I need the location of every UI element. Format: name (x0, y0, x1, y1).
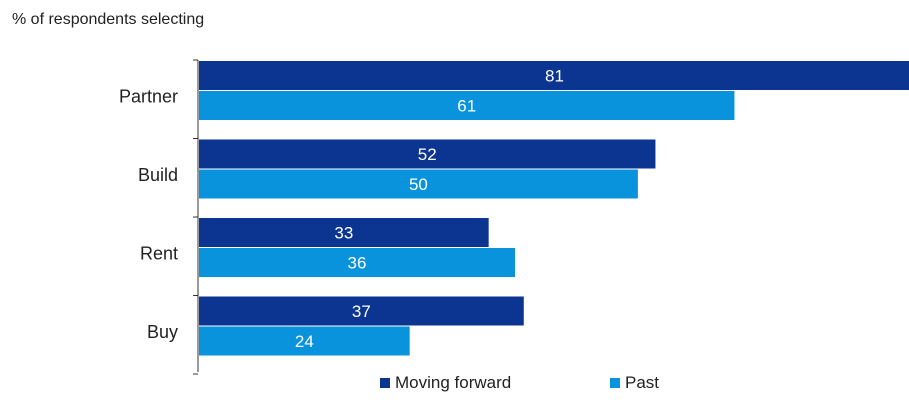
category-label: Build (138, 165, 178, 185)
bar-past (199, 248, 515, 277)
bar-moving-forward (199, 61, 909, 90)
data-label: 33 (334, 224, 353, 243)
legend: Moving forward Past (380, 373, 659, 392)
bar-moving-forward (199, 296, 524, 326)
data-label: 37 (352, 302, 371, 321)
chart-subtitle: % of respondents selecting (12, 11, 204, 28)
data-label: 24 (295, 332, 314, 351)
bar-past (199, 169, 638, 199)
data-label: 52 (418, 145, 437, 164)
data-label: 36 (348, 254, 367, 273)
legend-swatch (380, 378, 390, 388)
category-label: Partner (119, 86, 178, 106)
bar-past (199, 91, 735, 120)
category-label: Buy (147, 322, 178, 342)
legend-label: Past (625, 373, 659, 392)
bar-moving-forward (199, 218, 489, 247)
bar-moving-forward (199, 139, 656, 169)
legend-swatch (610, 378, 620, 388)
category-label: Rent (140, 243, 178, 263)
data-label: 50 (409, 175, 428, 194)
data-label: 61 (457, 97, 476, 116)
y-axis (193, 59, 199, 375)
bar-past (199, 326, 410, 356)
bars-group: 81 61 52 50 33 36 37 24 (199, 61, 909, 356)
data-label: 81 (545, 67, 564, 86)
category-labels: Partner Build Rent Buy (119, 86, 178, 342)
legend-label: Moving forward (395, 373, 511, 392)
